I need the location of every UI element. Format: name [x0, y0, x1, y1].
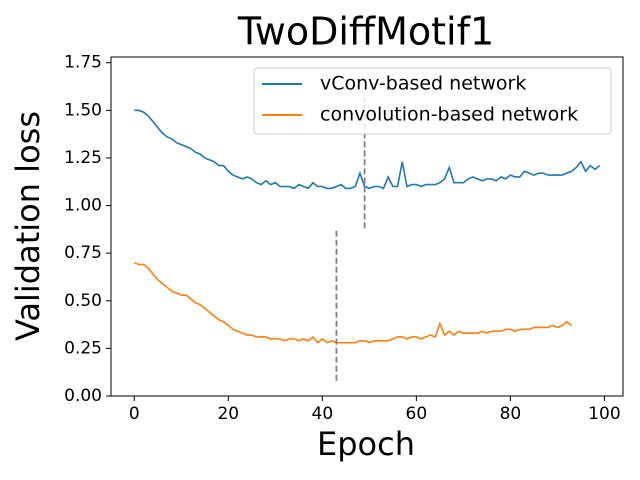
- plot-frame: [110, 56, 624, 397]
- x-tick-label: 60: [406, 404, 428, 424]
- y-tick-label: 1.25: [64, 148, 102, 168]
- x-tick-label: 80: [500, 404, 522, 424]
- y-tick-label: 1.75: [64, 53, 102, 73]
- y-tick-label: 0.25: [64, 338, 102, 358]
- y-tick-label: 0.00: [64, 386, 102, 406]
- legend-label: convolution-based network: [320, 104, 578, 126]
- chart-title: TwoDiffMotif1: [237, 10, 494, 54]
- y-tick-label: 0.50: [64, 291, 102, 311]
- x-tick-label: 20: [217, 404, 239, 424]
- x-axis-label: Epoch: [317, 425, 415, 463]
- y-tick-label: 1.50: [64, 100, 102, 120]
- x-tick-label: 40: [312, 404, 334, 424]
- x-tick-label: 0: [129, 404, 140, 424]
- legend-box: [253, 67, 612, 135]
- y-axis-label: Validation loss: [9, 111, 47, 341]
- y-tick-label: 1.00: [64, 196, 102, 216]
- series-line: [134, 109, 601, 190]
- legend-label: vConv-based network: [320, 73, 526, 95]
- series-line: [133, 261, 573, 344]
- y-tick-label: 0.75: [64, 243, 102, 263]
- x-tick-label: 100: [588, 404, 620, 424]
